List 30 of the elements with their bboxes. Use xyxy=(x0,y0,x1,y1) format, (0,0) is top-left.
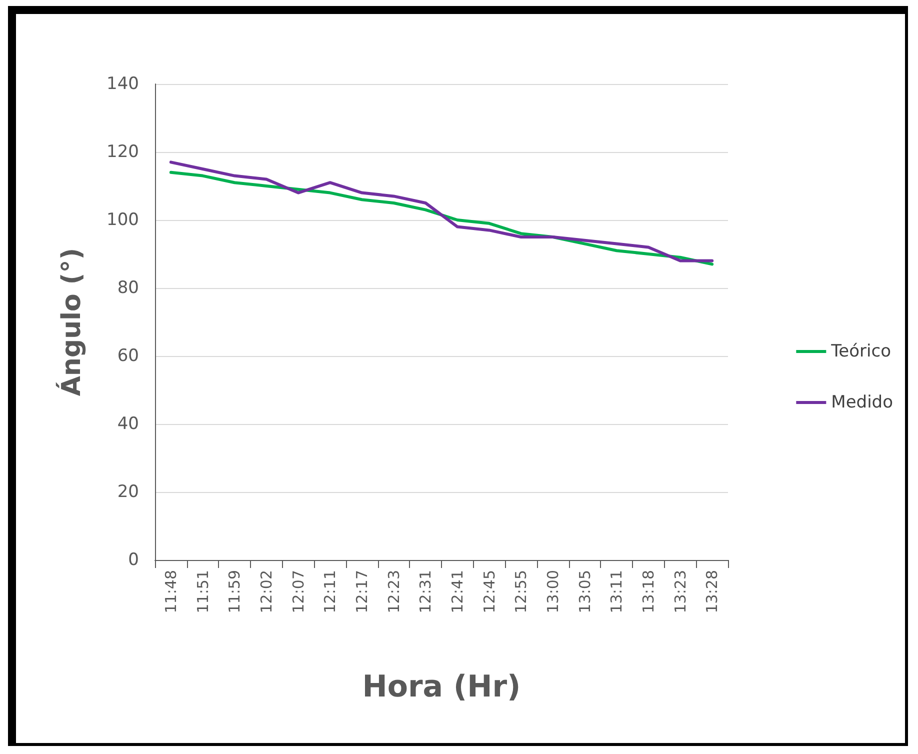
x-axis-title: Hora (Hr) xyxy=(362,670,521,704)
x-tick-label: 12:31 xyxy=(416,570,435,614)
x-tick-label: 13:11 xyxy=(608,570,626,614)
y-tick-label: 60 xyxy=(117,346,139,366)
x-tick-label: 12:23 xyxy=(384,570,403,614)
y-tick-label: 140 xyxy=(106,74,139,94)
x-tick-label: 13:28 xyxy=(703,570,722,614)
x-tick-label: 11:59 xyxy=(226,570,244,614)
y-tick-label: 0 xyxy=(128,550,139,570)
x-tick-label: 12:07 xyxy=(289,570,308,614)
y-tick-label: 20 xyxy=(117,482,139,502)
x-tick-label: 13:00 xyxy=(544,570,562,614)
x-tick-label: 11:51 xyxy=(194,570,212,614)
x-tick-label: 12:17 xyxy=(352,570,371,614)
y-tick-label: 120 xyxy=(106,142,139,162)
y-tick-label: 40 xyxy=(117,414,139,434)
x-tick-label: 11:48 xyxy=(162,570,180,614)
x-tick-label: 13:18 xyxy=(639,570,658,614)
x-tick-label: 13:05 xyxy=(576,570,594,614)
x-tick-label: 13:23 xyxy=(671,570,690,614)
x-tick-label: 12:02 xyxy=(257,570,276,614)
x-tick-label: 12:41 xyxy=(448,570,466,614)
legend-label: Teórico xyxy=(830,342,891,362)
y-axis-title: Ángulo (°) xyxy=(55,248,87,396)
y-tick-label: 80 xyxy=(117,278,139,298)
y-tick-label: 100 xyxy=(106,210,139,230)
x-tick-label: 12:45 xyxy=(480,570,498,614)
x-tick-label: 12:55 xyxy=(512,570,530,614)
x-tick-label: 12:11 xyxy=(321,570,340,614)
legend-label: Medido xyxy=(831,392,894,412)
